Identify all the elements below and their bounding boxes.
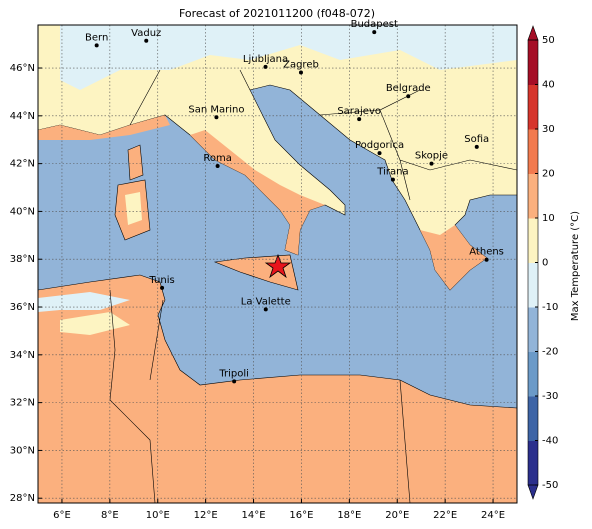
x-tick-label: 14°E [242,510,266,521]
colorbar-band [528,129,538,174]
city-label: Sofia [464,134,489,145]
y-tick-label: 46°N [10,63,35,74]
colorbar-band [528,84,538,130]
city-label: Vaduz [131,28,161,39]
colorbar-extend-top [527,25,539,41]
colorbar-tick-label: 50 [542,35,555,46]
colorbar-band [528,218,538,263]
city-dot [144,38,149,43]
city-dot [94,43,99,48]
y-tick-label: 38°N [10,254,35,265]
y-tick-label: 40°N [10,206,35,217]
y-tick-label: 44°N [10,111,35,122]
colorbar-tick-label: 0 [542,258,548,269]
city-dot [474,144,479,149]
city-label: Tunis [148,275,174,286]
y-tick-label: 42°N [10,159,35,170]
x-tick-label: 10°E [146,510,170,521]
x-tick-label: 12°E [194,510,218,521]
alps-cold [60,25,517,90]
x-tick-label: 20°E [385,510,409,521]
x-tick-label: 6°E [53,510,71,521]
city-dot [377,151,382,156]
city-label: Skopje [415,151,448,162]
x-tick-label: 18°E [337,510,361,521]
corsica [127,144,144,181]
city-dot [298,70,303,75]
city-label: Belgrade [386,83,431,94]
colorbar-band [528,351,538,397]
greece-warm [420,225,487,290]
africa-cool [38,292,130,312]
y-tick-label: 30°N [10,445,35,456]
city-label: La Valette [241,296,291,307]
city-label: Podgorica [355,140,404,151]
city-dot [357,117,362,122]
city-dot [232,379,237,384]
city-label: Zagreb [283,60,319,71]
sardinia-inner [125,192,142,225]
city-dot [390,177,395,182]
city-dot [406,94,411,99]
x-tick-label: 24°E [481,510,505,521]
colorbar-tick-label: -20 [542,347,558,358]
colorbar-band [528,307,538,352]
colorbar-band [528,173,538,219]
x-tick-label: 16°E [289,510,313,521]
y-tick-label: 28°N [10,493,35,504]
colorbar-band [528,262,538,308]
city-dot [372,30,377,35]
x-tick-label: 22°E [433,510,457,521]
title: Forecast of 2021011200 (f048-072) [179,7,375,20]
italy-warm [190,130,325,255]
city-label: Athens [469,247,504,258]
city-label: Tirana [376,167,408,178]
colorbar-band [528,440,538,486]
city-label: Sarajevo [337,106,381,117]
colorbar-band [528,40,538,85]
city-label: Tripoli [218,368,249,379]
y-tick-label: 34°N [10,350,35,361]
colorbar-tick-label: 30 [542,124,555,135]
colorbar-extend-bottom [527,484,539,500]
city-dot [160,285,165,290]
colorbar-band [528,396,538,441]
city-label: Ljubljana [243,54,288,65]
city-dot [429,161,434,166]
colorbar-tick-label: -40 [542,436,558,447]
star-marker [264,253,292,279]
colorbar-tick-label: 10 [542,213,555,224]
y-tick-label: 32°N [10,398,35,409]
coast-warm [38,115,170,140]
city-dot [214,115,219,120]
city-dot [263,64,268,69]
colorbar-label: Max Temperature (°C) [570,211,581,321]
city-dot [215,164,220,169]
overlay: Bern VaduzBudapestLjubljanaZagrebBelgrade… [38,19,517,503]
y-tick-label: 36°N [10,302,35,313]
colorbar-tick-label: -30 [542,391,558,402]
colorbar-tick-label: 20 [542,169,555,180]
colorbar-tick-label: -10 [542,302,558,313]
city-label: San Marino [188,104,244,115]
colorbar-tick-label: 40 [542,80,555,91]
colorbar-tick-label: -50 [542,480,558,491]
city-label: Bern [85,32,108,43]
city-dot [263,307,268,312]
city-label: Roma [203,153,232,164]
city-dot [484,257,489,262]
map-frame [37,24,518,504]
x-tick-label: 8°E [101,510,119,521]
